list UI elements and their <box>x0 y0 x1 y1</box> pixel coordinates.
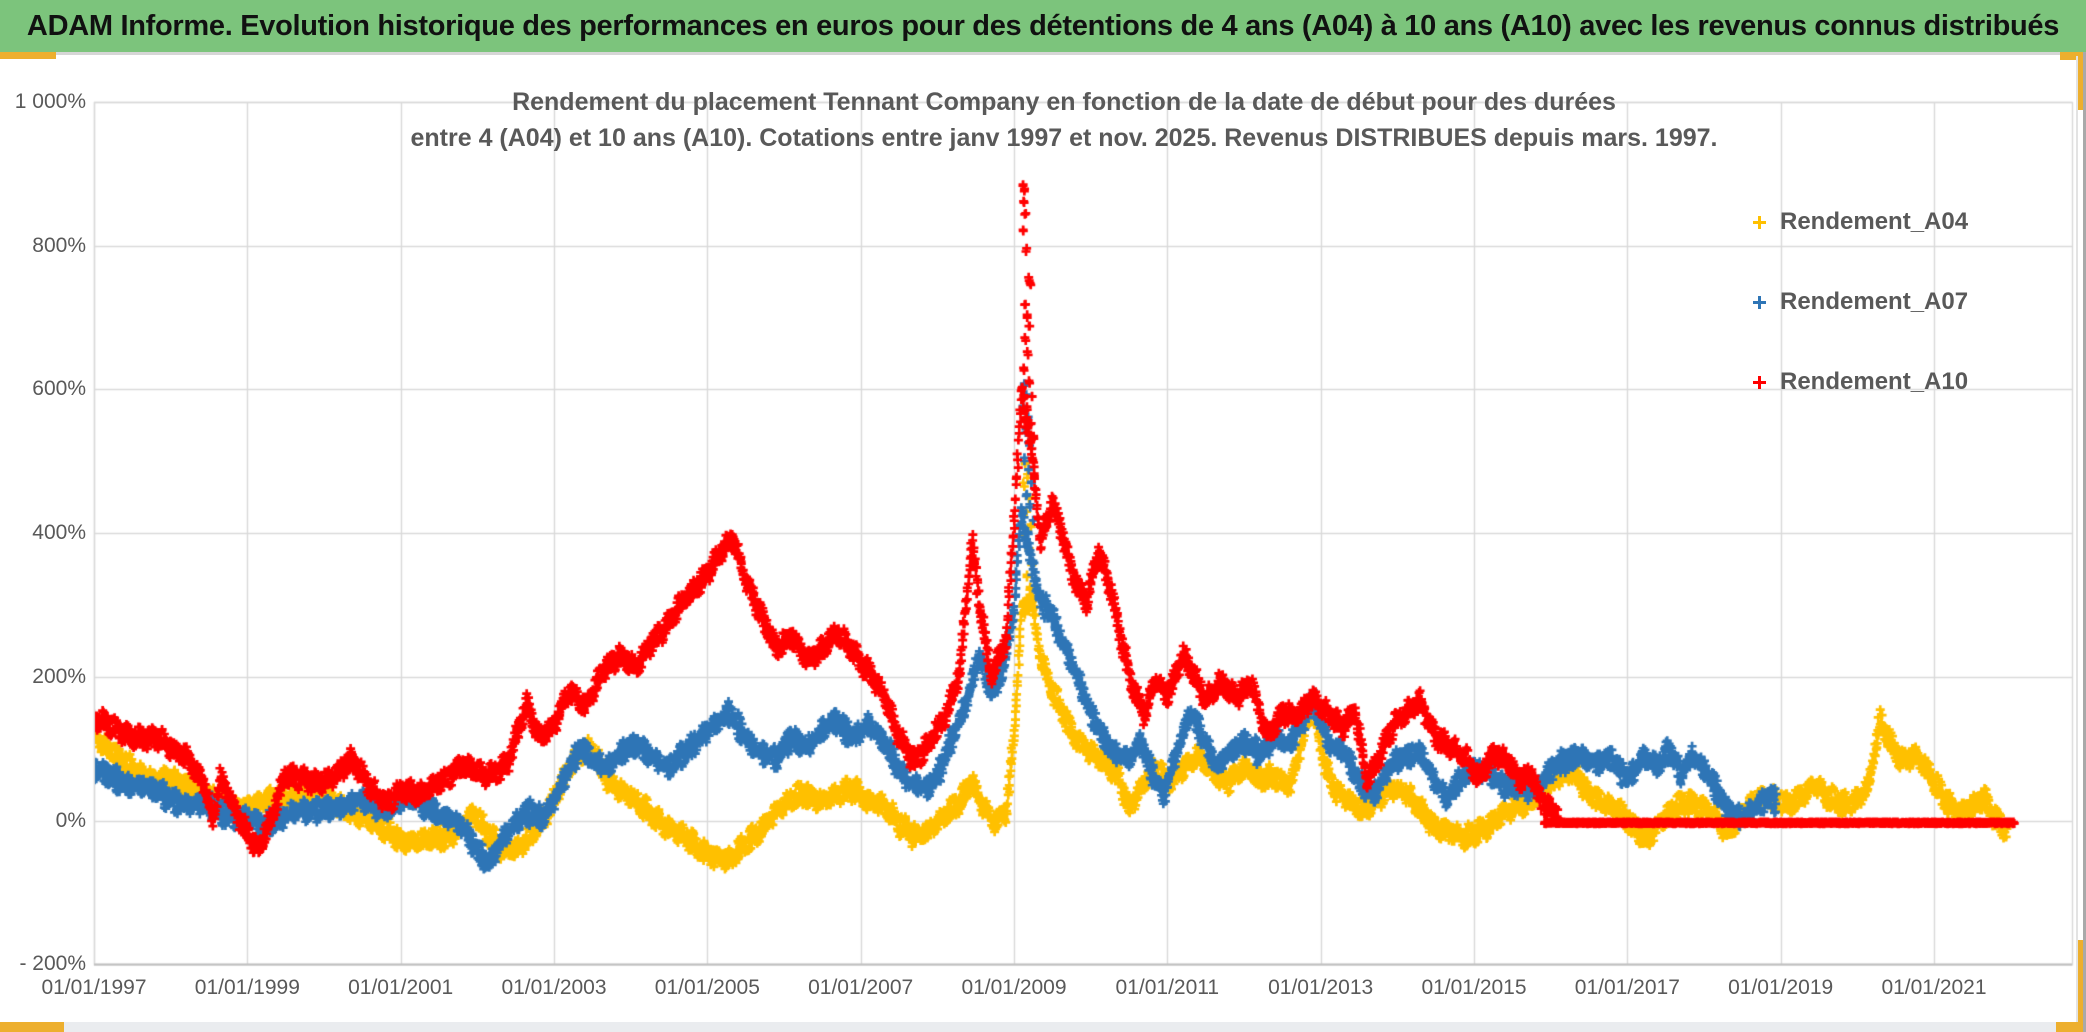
legend-label: Rendement_A07 <box>1780 288 1969 315</box>
legend-item-rendement-a07[interactable]: Rendement_A07 <box>1753 287 1968 317</box>
x-axis-tick-label: 01/01/2013 <box>1268 976 1374 999</box>
plus-marker-icon <box>1753 215 1766 229</box>
x-axis-tick-label: 01/01/1997 <box>41 976 147 999</box>
x-axis-tick-label: 01/01/2009 <box>961 976 1067 999</box>
x-axis-tick-label: 01/01/2003 <box>501 976 607 999</box>
y-axis-tick-label: 0% <box>55 808 86 832</box>
y-axis-tick-label: 200% <box>32 664 86 688</box>
x-axis-tick-label: 01/01/2017 <box>1574 976 1680 999</box>
plus-marker-icon <box>1753 295 1766 309</box>
legend-label: Rendement_A04 <box>1780 208 1969 235</box>
y-axis-tick-label: 1 000% <box>14 90 86 113</box>
x-axis-tick-label: 01/01/2001 <box>348 976 454 999</box>
x-axis-tick-label: 01/01/2007 <box>808 976 914 999</box>
x-axis-tick-label: 01/01/2015 <box>1421 976 1527 999</box>
plus-marker-icon <box>1753 375 1766 389</box>
x-axis-tick-label: 01/01/2021 <box>1881 976 1987 999</box>
x-axis-tick-label: 01/01/2011 <box>1115 976 1220 999</box>
y-axis-tick-label: 600% <box>32 377 86 401</box>
x-axis-tick-label: 01/01/1999 <box>194 976 300 999</box>
y-axis-tick-label: - 200% <box>19 952 86 976</box>
legend-item-rendement-a10[interactable]: Rendement_A10 <box>1753 367 1968 397</box>
y-axis-tick-label: 800% <box>32 233 86 257</box>
y-axis-tick-label: 400% <box>32 521 86 545</box>
legend-label: Rendement_A10 <box>1780 368 1969 395</box>
x-axis-tick-label: 01/01/2019 <box>1728 976 1834 999</box>
x-axis-tick-label: 01/01/2005 <box>654 976 760 999</box>
legend-item-rendement-a04[interactable]: Rendement_A04 <box>1753 207 1968 237</box>
